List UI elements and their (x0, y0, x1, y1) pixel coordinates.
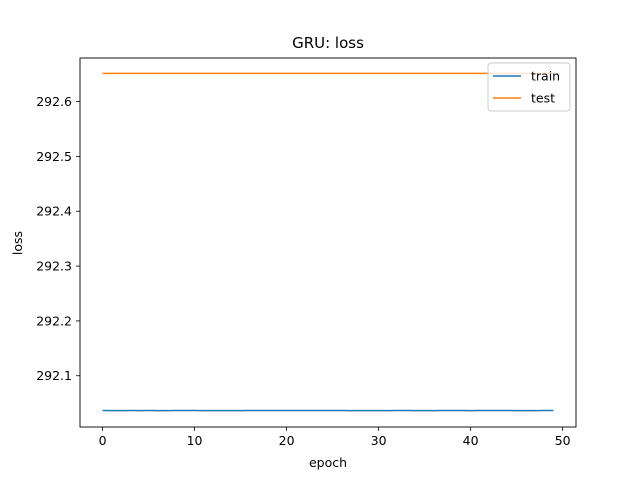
legend: train test (487, 62, 571, 112)
x-tick-label: 20 (279, 433, 295, 448)
y-axis: 292.1 292.2 292.3 292.4 292.5 292.6 (36, 94, 80, 383)
x-axis: 0 10 20 30 40 50 (99, 427, 571, 448)
series-layer (102, 72, 554, 412)
chart-title: GRU: loss (292, 34, 364, 52)
axes-frame (79, 57, 577, 428)
y-tick-label: 292.5 (36, 149, 72, 164)
x-tick-label: 0 (99, 433, 107, 448)
y-tick-label: 292.6 (36, 94, 72, 109)
x-tick-label: 10 (187, 433, 203, 448)
x-tick-label: 30 (371, 433, 387, 448)
legend-box (487, 62, 571, 112)
x-tick-label: 40 (463, 433, 479, 448)
x-axis-title: epoch (309, 455, 347, 470)
legend-label-test: test (531, 91, 555, 106)
y-tick-label: 292.1 (36, 368, 72, 383)
x-tick-label: 50 (555, 433, 571, 448)
y-axis-title: loss (10, 231, 25, 255)
y-tick-label: 292.2 (36, 313, 72, 328)
y-tick-label: 292.3 (36, 259, 72, 274)
y-tick-label: 292.4 (36, 204, 72, 219)
legend-label-train: train (531, 69, 560, 84)
